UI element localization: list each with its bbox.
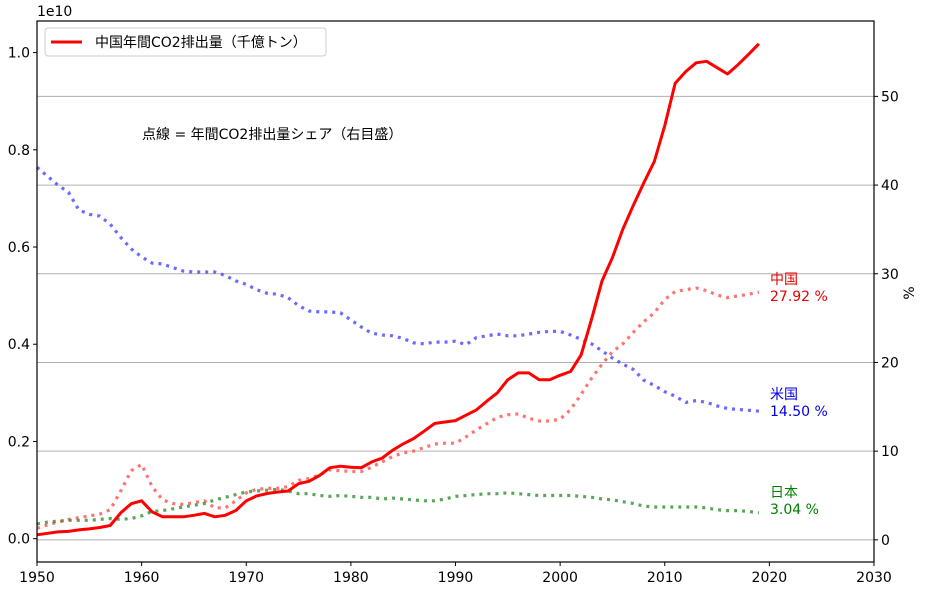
x-axis: 1950 1960 1970 1980 1990 2000 2010 2020 2030 — [19, 562, 892, 586]
y-left-tick-label: 1.0 — [8, 46, 30, 62]
y-left-tick-label: 0.6 — [8, 240, 30, 256]
legend-box — [44, 27, 327, 57]
y-left-tick-label: 0.0 — [8, 532, 30, 548]
x-tick-label: 1950 — [19, 570, 55, 586]
series-中国 — [36, 286, 760, 530]
offset-label: 1e10 — [37, 4, 72, 20]
y-right-tick-label: 10 — [881, 444, 899, 460]
label-japan-name: 日本 — [770, 485, 798, 501]
series-中国年間CO2排出量（千億トン） — [36, 42, 760, 537]
y-left-tick-label: 0.4 — [8, 337, 30, 353]
y-right-tick-label: 20 — [881, 355, 899, 371]
y-right-tick-label: 30 — [881, 267, 899, 283]
plot-frame — [36, 20, 875, 563]
x-tick-label: 1970 — [228, 570, 264, 586]
label-japan-value: 3.04 % — [770, 502, 819, 518]
y-axis-right: 0 10 20 30 40 50 — [874, 89, 899, 549]
series-layer — [35, 42, 760, 537]
x-tick-label: 1960 — [124, 570, 160, 586]
x-tick-label: 1990 — [438, 570, 474, 586]
y-axis-left: 0.0 0.2 0.4 0.6 0.8 1.0 — [8, 46, 37, 548]
x-tick-label: 2020 — [752, 570, 788, 586]
y-right-tick-label: 50 — [881, 89, 899, 105]
y-left-tick-label: 0.8 — [8, 143, 30, 159]
y-right-tick-label: 0 — [881, 533, 890, 549]
series-日本 — [36, 487, 760, 526]
annotation-dotted-share: 点線 = 年間CO2排出量シェア（右目盛） — [142, 127, 402, 143]
x-tick-label: 2010 — [647, 570, 683, 586]
x-tick-label: 2000 — [542, 570, 578, 586]
y-right-tick-label: 40 — [881, 178, 899, 194]
series-米国 — [35, 166, 760, 413]
x-tick-label: 1980 — [333, 570, 369, 586]
label-usa-name: 米国 — [770, 387, 798, 403]
label-usa-value: 14.50 % — [770, 404, 828, 420]
legend: 中国年間CO2排出量（千億トン） — [44, 27, 327, 57]
legend-label: 中国年間CO2排出量（千億トン） — [95, 35, 307, 51]
gridlines — [37, 95, 874, 541]
label-china-name: 中国 — [770, 272, 798, 288]
label-china-value: 27.92 % — [770, 289, 828, 305]
x-tick-label: 2030 — [856, 570, 892, 586]
y-left-tick-label: 0.2 — [8, 434, 30, 450]
right-axis-label: % — [902, 286, 918, 299]
